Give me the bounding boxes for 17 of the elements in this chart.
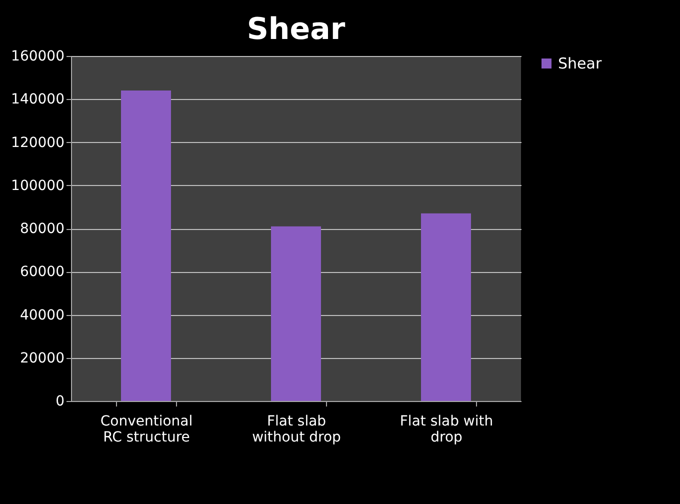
legend-label: Shear <box>558 54 602 72</box>
bar <box>271 226 321 401</box>
y-tick-label: 40000 <box>20 307 64 324</box>
y-tick-label: 100000 <box>11 178 64 194</box>
x-tick-label: Flat slab with drop <box>400 414 494 446</box>
chart-title: Shear <box>246 12 346 47</box>
y-tick-label: 60000 <box>20 264 64 280</box>
y-tick-label: 160000 <box>11 48 64 64</box>
bar <box>121 90 171 401</box>
bar <box>421 213 471 401</box>
y-tick-label: 140000 <box>11 92 64 108</box>
y-tick-label: 0 <box>56 394 64 410</box>
y-tick-label: 20000 <box>20 350 64 366</box>
x-tick-label: Flat slab without drop <box>252 414 342 446</box>
y-tick-label: 120000 <box>11 134 64 151</box>
y-tick-label: 80000 <box>20 221 64 237</box>
x-tick-label: Conventional RC structure <box>100 414 193 446</box>
